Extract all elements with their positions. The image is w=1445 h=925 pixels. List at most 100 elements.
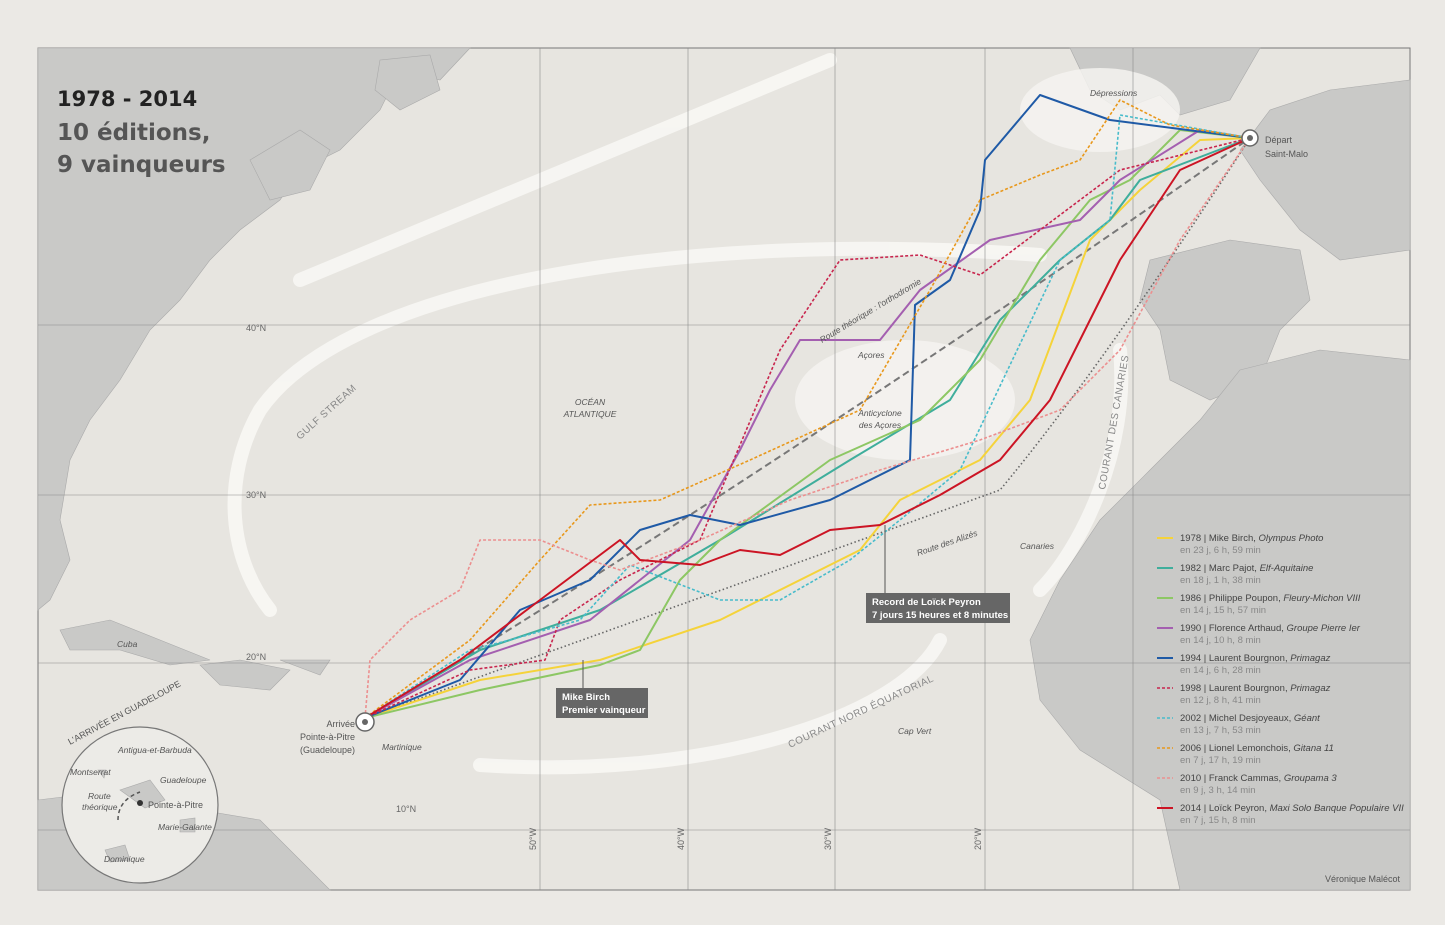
race-route [364,94,1251,719]
legend-boat: Elf-Aquitaine [1260,563,1314,574]
race-route [364,137,1251,719]
legend-entry: 1998 | Laurent Bourgnon, Primagaz [1180,683,1331,694]
lat-label: 10°N [396,804,416,814]
lat-label: 20°N [246,652,266,662]
legend-boat: Primagaz [1290,683,1330,694]
legend-entry: 2010 | Franck Cammas, Groupama 3 [1180,773,1337,784]
label: Anticyclone [857,408,902,418]
callout-text: Record de Loïck Peyron [872,597,981,608]
depression-zone [1020,68,1180,152]
legend-boat: Groupama 3 [1284,773,1338,784]
legend-entry: 2002 | Michel Desjoyeaux, Géant [1180,713,1320,724]
finish-marker [362,719,368,725]
label: Dépressions [1090,88,1138,98]
label: Arrivée [326,719,355,729]
legend-skipper: 1994 | Laurent Bourgnon, [1180,653,1290,664]
inset-label: théorique [82,802,118,812]
race-route [364,137,1251,719]
anticyclone-zone [795,340,1015,460]
legend-entry: 1978 | Mike Birch, Olympus Photo [1180,533,1323,544]
lon-label: 40°W [676,827,686,850]
currents [227,53,1129,775]
lon-label: 30°W [823,827,833,850]
inset-label: Antigua-et-Barbuda [117,745,192,755]
legend-boat: Primagaz [1290,653,1330,664]
callout-box [556,688,648,718]
race-route [364,99,1251,719]
label: Saint-Malo [1265,149,1308,159]
lat-label: 30°N [246,490,266,500]
race-route [364,137,1251,719]
inset-label: Dominique [104,854,145,864]
label: Cap Vert [898,726,932,736]
label: Açores [857,350,885,360]
legend-time: en 7 j, 15 h, 8 min [1180,815,1256,826]
label: ATLANTIQUE [563,409,617,419]
lon-label: 50°W [528,827,538,850]
label: Canaries [1020,541,1055,551]
label: OCÉAN [575,397,606,407]
legend-skipper: 2010 | Franck Cammas, [1180,773,1284,784]
race-route [364,137,1251,719]
legend-skipper: 1982 | Marc Pajot, [1180,563,1260,574]
legend-time: en 7 j, 17 h, 19 min [1180,755,1261,766]
orthodromie-route [364,137,1251,719]
inset-label: Guadeloupe [160,775,207,785]
race-route [364,114,1251,719]
legend-skipper: 1978 | Mike Birch, [1180,533,1259,544]
legend-time: en 18 j, 1 h, 38 min [1180,575,1261,586]
label: Départ [1265,135,1293,145]
legend-time: en 14 j, 10 h, 8 min [1180,635,1261,646]
callout-text: Premier vainqueur [562,705,646,716]
inset-label: Route [88,791,111,801]
label: Martinique [382,742,422,752]
callout-box [866,593,1010,623]
title-years: 1978 - 2014 [57,87,197,111]
inset-label: Montserrat [70,767,111,777]
land [37,47,1411,891]
legend-boat: Fleury-Michon VIII [1283,593,1360,604]
legend-skipper: 1986 | Philippe Poupon, [1180,593,1283,604]
race-route [364,137,1251,719]
legend-boat: Groupe Pierre Ier [1287,623,1361,634]
legend-entry: 1982 | Marc Pajot, Elf-Aquitaine [1180,563,1313,574]
legend-skipper: 2014 | Loïck Peyron, [1180,803,1270,814]
lat-label: 40°N [246,323,266,333]
label: des Açores [859,420,902,430]
lon-label: 20°W [973,827,983,850]
legend-boat: Gitana 11 [1293,743,1334,754]
legend-time: en 23 j, 6 h, 59 min [1180,545,1261,556]
legend-time: en 12 j, 8 h, 41 min [1180,695,1261,706]
callout-text: Mike Birch [562,692,610,703]
race-routes [364,94,1251,719]
label: Cuba [117,639,138,649]
legend-skipper: 2002 | Michel Desjoyeaux, [1180,713,1294,724]
legend-skipper: 1990 | Florence Arthaud, [1180,623,1287,634]
credit: Véronique Malécot [1325,874,1401,884]
legend-entry: 1990 | Florence Arthaud, Groupe Pierre I… [1180,623,1361,634]
label: Pointe-à-Pitre [300,732,355,742]
legend-time: en 13 j, 7 h, 53 min [1180,725,1261,736]
legend-time: en 14 j, 15 h, 57 min [1180,605,1266,616]
legend-time: en 9 j, 3 h, 14 min [1180,785,1256,796]
legend-skipper: 1998 | Laurent Bourgnon, [1180,683,1290,694]
title-line: 9 vainqueurs [57,152,226,178]
label: (Guadeloupe) [300,745,355,755]
legend-boat: Maxi Solo Banque Populaire VII [1270,803,1404,814]
legend-entry: 1986 | Philippe Poupon, Fleury-Michon VI… [1180,593,1361,604]
inset-label: Pointe-à-Pitre [148,800,203,810]
legend-boat: Olympus Photo [1259,533,1324,544]
legend-entry: 1994 | Laurent Bourgnon, Primagaz [1180,653,1331,664]
callout-text: 7 jours 15 heures et 8 minutes [872,610,1008,621]
legend-boat: Géant [1294,713,1320,724]
title-line: 10 éditions, [57,120,210,146]
legend-entry: 2014 | Loïck Peyron, Maxi Solo Banque Po… [1180,803,1404,814]
start-marker [1247,135,1253,141]
race-route [364,129,1251,719]
legend-skipper: 2006 | Lionel Lemonchois, [1180,743,1293,754]
inset-label: Marie-Galante [158,822,212,832]
legend-entry: 2006 | Lionel Lemonchois, Gitana 11 [1180,743,1334,754]
